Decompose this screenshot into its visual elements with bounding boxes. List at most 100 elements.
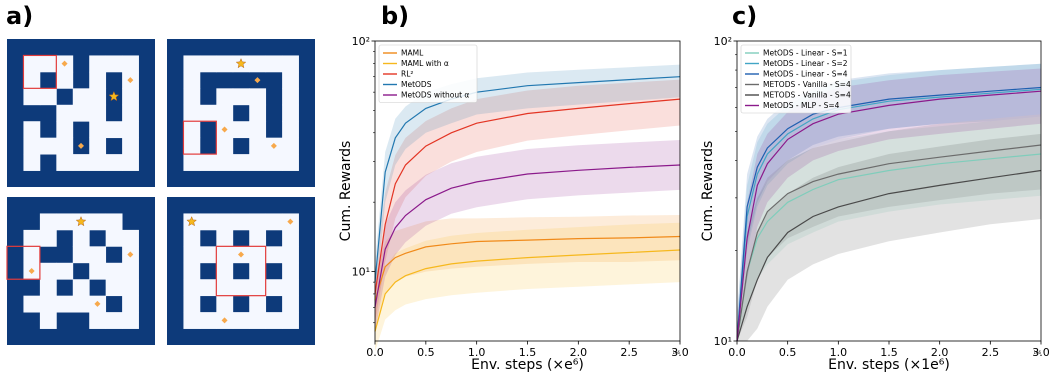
maze-floor-cell	[39, 312, 57, 329]
maze-floor-cell	[89, 88, 107, 106]
maze-floor-cell	[282, 88, 299, 106]
goal-diamond-icon	[94, 300, 101, 307]
maze-floor-cell	[183, 154, 201, 171]
maze-floor-cell	[183, 137, 201, 155]
legend-entry: MAML	[401, 49, 424, 58]
series-line-3	[736, 86, 1042, 342]
goal-diamond-icon	[254, 77, 261, 84]
maze-floor-cell	[105, 312, 123, 329]
series-band-4	[375, 64, 680, 308]
maze-floor-cell	[249, 55, 267, 73]
maze-floor-cell	[199, 213, 217, 231]
maze-floor-cell	[105, 55, 123, 73]
legend-entry: MetODS without α	[401, 91, 469, 100]
maze-floor-cell	[249, 262, 267, 280]
maze-floor-cell	[265, 213, 283, 231]
maze-floor-cell	[122, 279, 139, 297]
maze-floor-cell	[56, 104, 74, 122]
maze-floor-cell	[23, 154, 41, 171]
maze-floor-cell	[89, 213, 107, 231]
maze-floor-cell	[282, 312, 299, 329]
legend-entry: MetODS - MLP - S=4	[763, 101, 840, 110]
maze-floor-cell	[282, 229, 299, 247]
maze-floor-cell	[56, 154, 74, 171]
series-line-1	[374, 235, 681, 301]
maze-floor-cell	[216, 104, 234, 122]
maze-floor-cell	[23, 137, 41, 155]
x-tick-label: 1.5	[519, 346, 537, 359]
maze-floor-cell	[56, 262, 74, 280]
chart-c: 0.0 0.5 1.0 1.5 2.0 2.5 3.0 10² 10¹ 1e6 Env. steps…	[700, 35, 1050, 373]
x-tick-label: 0.0	[366, 346, 384, 359]
goal-diamond-icon	[238, 251, 244, 258]
legend-entry: MetODS	[401, 80, 432, 89]
maze-floor-cell	[183, 279, 201, 297]
maze-2	[167, 39, 315, 187]
legend-entry: METODS - Vanilla - S=4	[763, 80, 851, 89]
goal-diamond-icon	[287, 218, 294, 225]
maze-floor-cell	[199, 55, 217, 73]
maze-floor-cell	[183, 121, 201, 139]
x-tick-label: 2.5	[620, 346, 638, 359]
maze-floor-cell	[282, 295, 299, 313]
maze-floor-cell	[282, 137, 299, 155]
x-tick-label: 3.0	[671, 346, 689, 359]
maze-floor-cell	[216, 279, 234, 297]
maze-floor-cell	[183, 246, 201, 264]
x-tick-label: 1.0	[468, 346, 486, 359]
maze-floor-cell	[56, 213, 74, 231]
goal-diamond-icon	[78, 142, 84, 149]
maze-floor-cell	[265, 55, 283, 73]
maze-floor-cell	[72, 279, 90, 297]
series-line-6	[736, 90, 1042, 342]
goal-diamond-icon	[221, 317, 228, 324]
maze-floor-cell	[282, 262, 299, 280]
maze-floor-cell	[105, 229, 123, 247]
maze-floor-cell	[216, 154, 234, 171]
observation-window	[22, 54, 57, 89]
x-tick-label: 2.0	[931, 346, 949, 359]
x-tick-label: 0.0	[728, 346, 746, 359]
legend-entry: RL²	[401, 70, 413, 79]
maze-floor-cell	[89, 154, 107, 171]
maze-floor-cell	[72, 104, 90, 122]
maze-floor-cell	[265, 279, 283, 297]
series-band-4	[737, 114, 1041, 341]
maze-floor-cell	[282, 279, 299, 297]
agent-star-icon	[75, 215, 87, 227]
maze-floor-cell	[122, 121, 139, 139]
maze-floor-cell	[216, 55, 234, 73]
maze-floor-cell	[72, 246, 90, 264]
maze-floor-cell	[122, 55, 139, 73]
maze-floor-cell	[265, 312, 283, 329]
series-line-5	[736, 169, 1042, 342]
maze-floor-cell	[249, 154, 267, 171]
maze-floor-cell	[282, 121, 299, 139]
maze-floor-cell	[199, 312, 217, 329]
maze-floor-cell	[282, 71, 299, 89]
series-line-1	[736, 153, 1042, 342]
maze-floor-cell	[232, 154, 250, 171]
maze-floor-cell	[105, 121, 123, 139]
series-band-3	[375, 79, 680, 323]
maze-floor-cell	[89, 246, 107, 264]
x-axis-label: Env. steps (×e⁶)	[471, 357, 584, 373]
maze-floor-cell	[183, 312, 201, 329]
agent-star-icon	[235, 57, 247, 69]
maze-floor-cell	[249, 295, 267, 313]
maze-grid	[6, 39, 315, 345]
series-band-2	[375, 222, 680, 352]
maze-floor-cell	[23, 121, 41, 139]
maze-floor-cell	[282, 246, 299, 264]
y-tick-label: 10²	[714, 35, 732, 48]
maze-floor-cell	[122, 88, 139, 106]
maze-floor-cell	[216, 262, 234, 280]
agent-star-icon	[108, 90, 120, 102]
maze-floor-cell	[72, 88, 90, 106]
y-tick-label: 10¹	[714, 335, 732, 348]
panel-label-a: a)	[6, 2, 33, 30]
maze-floor-cell	[89, 121, 107, 139]
x-tick-label: 1.0	[830, 346, 848, 359]
series-line-4	[736, 144, 1042, 342]
